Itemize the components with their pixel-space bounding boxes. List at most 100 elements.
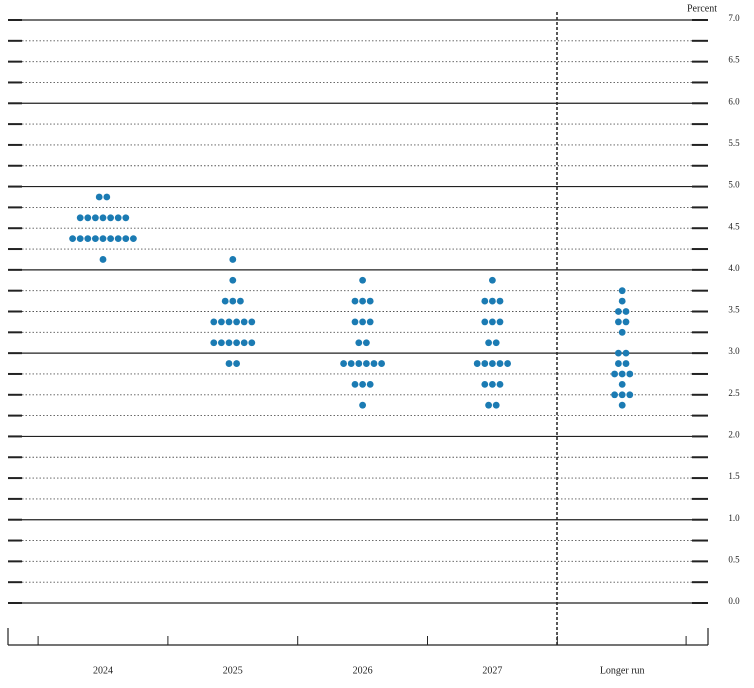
dot <box>359 276 366 284</box>
dot <box>622 308 630 315</box>
dot <box>114 235 122 243</box>
y-tick-label: 1.0 <box>728 513 740 523</box>
dot <box>76 214 84 222</box>
dot <box>237 297 244 305</box>
dot <box>240 339 248 347</box>
y-tick-label: 5.0 <box>728 180 740 190</box>
x-tick-label: 2024 <box>93 665 113 676</box>
dot <box>622 318 630 326</box>
dot <box>622 360 630 367</box>
dot <box>122 235 130 243</box>
y-tick-label: 7.0 <box>728 13 740 23</box>
dot <box>496 360 504 367</box>
dot <box>99 235 107 243</box>
dot <box>355 339 363 347</box>
dot <box>99 214 107 222</box>
dot <box>359 401 366 409</box>
dot <box>492 401 500 409</box>
dot <box>84 214 92 222</box>
dot <box>359 297 366 305</box>
dot <box>489 380 496 388</box>
dot <box>615 318 622 326</box>
dot <box>481 380 489 388</box>
dot <box>359 380 366 388</box>
y-tick-label: 3.0 <box>728 346 740 356</box>
y-tick-label: 2.0 <box>728 429 740 439</box>
dot <box>481 318 489 326</box>
dot <box>107 214 114 222</box>
dot <box>504 360 511 367</box>
dot <box>355 360 363 367</box>
dot <box>489 318 496 326</box>
dot <box>611 370 618 378</box>
y-tick-label: 0.0 <box>728 596 740 606</box>
x-tick-label: 2025 <box>223 665 243 676</box>
y-axis-label: Percent <box>687 3 717 14</box>
dot <box>481 297 489 305</box>
dot <box>229 276 237 284</box>
dot <box>626 370 634 378</box>
dot <box>351 297 359 305</box>
dot <box>378 360 385 367</box>
y-tick-label: 2.5 <box>728 388 740 398</box>
dot <box>103 193 111 201</box>
dot <box>92 214 99 222</box>
dot <box>347 360 355 367</box>
dot <box>69 235 76 243</box>
dot <box>618 391 626 399</box>
x-tick-label: 2027 <box>482 665 502 676</box>
dot <box>489 276 496 284</box>
dot <box>615 360 622 367</box>
dot <box>248 318 256 326</box>
dot <box>340 360 347 367</box>
y-tick-label: 5.5 <box>728 138 740 148</box>
y-tick-label: 6.0 <box>728 96 740 106</box>
y-tick-label: 4.0 <box>728 263 740 273</box>
y-tick-label: 1.5 <box>728 471 740 481</box>
dot <box>618 297 626 305</box>
dot <box>370 360 378 367</box>
dot <box>618 287 626 295</box>
dot <box>496 297 504 305</box>
dot <box>618 370 626 378</box>
dot <box>99 256 107 263</box>
dot <box>84 235 92 243</box>
dot <box>218 339 225 347</box>
dot <box>363 339 370 347</box>
dot <box>615 308 622 315</box>
dot <box>496 380 504 388</box>
dot <box>489 297 496 305</box>
dot <box>485 339 492 347</box>
dot <box>229 256 237 263</box>
dot <box>622 349 630 357</box>
dot <box>359 318 366 326</box>
dot <box>122 214 130 222</box>
dot <box>225 339 233 347</box>
dot <box>351 318 359 326</box>
y-tick-label: 6.5 <box>728 55 740 65</box>
dot <box>130 235 137 243</box>
dot <box>92 235 99 243</box>
dot <box>248 339 256 347</box>
dot <box>221 297 229 305</box>
dot <box>210 339 218 347</box>
dot <box>485 401 492 409</box>
dot <box>496 318 504 326</box>
dot <box>76 235 84 243</box>
x-tick-label: Longer run <box>600 665 645 676</box>
dot <box>492 339 500 347</box>
dot <box>240 318 248 326</box>
dot <box>618 328 626 336</box>
dot <box>611 391 618 399</box>
dot <box>363 360 370 367</box>
dot <box>366 380 374 388</box>
dot <box>233 318 241 326</box>
dot <box>210 318 218 326</box>
dot <box>489 360 496 367</box>
dot <box>366 297 374 305</box>
dot <box>229 297 237 305</box>
y-tick-label: 0.5 <box>728 554 740 564</box>
dot <box>481 360 489 367</box>
dot <box>615 349 622 357</box>
